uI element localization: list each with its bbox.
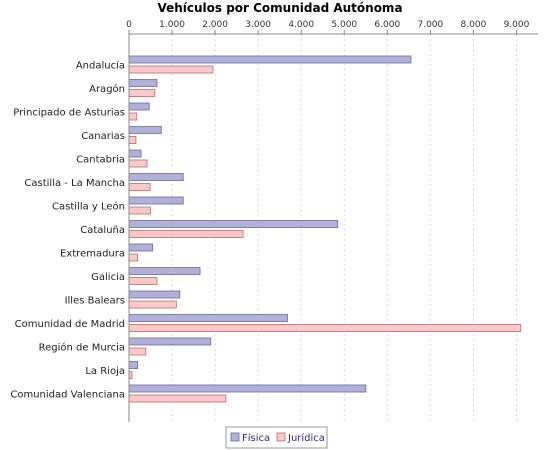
bar-fisica — [128, 102, 150, 111]
bar-fisica — [128, 243, 154, 252]
bar-juridica — [128, 206, 151, 215]
bar-fisica — [128, 149, 142, 158]
legend-label: Jurídica — [287, 432, 325, 444]
x-tick-label: 3.000 — [245, 20, 271, 30]
bar-fisica — [128, 220, 339, 228]
bar-juridica — [128, 347, 147, 356]
legend-label: Física — [242, 432, 270, 444]
category-label: Región de Murcia — [39, 342, 125, 354]
axes — [128, 33, 538, 422]
category-label: Cantabria — [76, 155, 125, 166]
category-label: Extremadura — [60, 249, 125, 260]
bar-juridica — [128, 300, 177, 309]
x-tick-label: 2.000 — [202, 20, 228, 30]
bar-fisica — [128, 290, 181, 299]
category-label: Principado de Asturias — [13, 108, 125, 119]
bar-fisica — [128, 361, 139, 369]
x-tick-label: 1.000 — [159, 20, 185, 30]
x-tick-label: 6.000 — [374, 20, 400, 30]
legend: Física Jurídica — [225, 426, 328, 449]
x-tick-label: 8.000 — [461, 20, 487, 30]
x-tick-label: 7.000 — [417, 20, 443, 30]
legend-swatch — [230, 432, 240, 442]
category-label: Andalucía — [76, 60, 125, 72]
category-label: Aragón — [89, 83, 125, 95]
category-label: Comunidad de Madrid — [15, 319, 125, 330]
category-label: Castilla y León — [52, 201, 125, 213]
category-label: Castilla - La Mancha — [24, 178, 125, 189]
bar-fisica — [128, 55, 412, 64]
legend-swatch — [276, 432, 286, 442]
category-label: Galicia — [91, 272, 125, 283]
bar-fisica — [128, 79, 158, 87]
bar-fisica — [128, 173, 184, 181]
bar-juridica — [128, 89, 156, 97]
category-labels: Andalucía Aragón Principado de Asturias Can… — [10, 60, 125, 401]
bar-juridica — [128, 230, 244, 238]
x-axis-ticks: 0 1.000 2.000 3.000 4.000 5.000 6.000 7.000 8.00… — [126, 20, 530, 34]
category-label: Cataluña — [80, 225, 125, 236]
bar-juridica — [128, 277, 158, 285]
bar-juridica — [128, 183, 151, 191]
bar-fisica — [128, 126, 162, 134]
category-label: Comunidad Valenciana — [10, 390, 125, 401]
bar-juridica — [128, 159, 148, 168]
x-tick-label: 4.000 — [288, 20, 314, 30]
bars — [128, 55, 522, 403]
bar-fisica — [128, 384, 367, 393]
bar-juridica — [128, 136, 137, 144]
bar-juridica — [128, 394, 227, 403]
bar-juridica — [128, 324, 522, 332]
bar-fisica — [128, 314, 288, 322]
category-label: La Rioja — [85, 366, 125, 377]
legend-box — [225, 426, 328, 449]
category-label: Illes Balears — [65, 296, 125, 307]
x-tick-label: 0 — [126, 20, 132, 30]
bar-juridica — [128, 112, 138, 121]
bar-fisica — [128, 267, 201, 275]
bar-juridica — [128, 65, 214, 74]
chart-title: Vehículos por Comunidad Autónoma — [157, 1, 402, 15]
x-tick-label: 9.000 — [504, 20, 530, 30]
category-label: Canarias — [81, 131, 125, 142]
bar-fisica — [128, 337, 212, 346]
bar-fisica — [128, 196, 184, 205]
gridlines — [171, 34, 517, 422]
x-tick-label: 5.000 — [331, 20, 357, 30]
bar-juridica — [128, 253, 139, 262]
